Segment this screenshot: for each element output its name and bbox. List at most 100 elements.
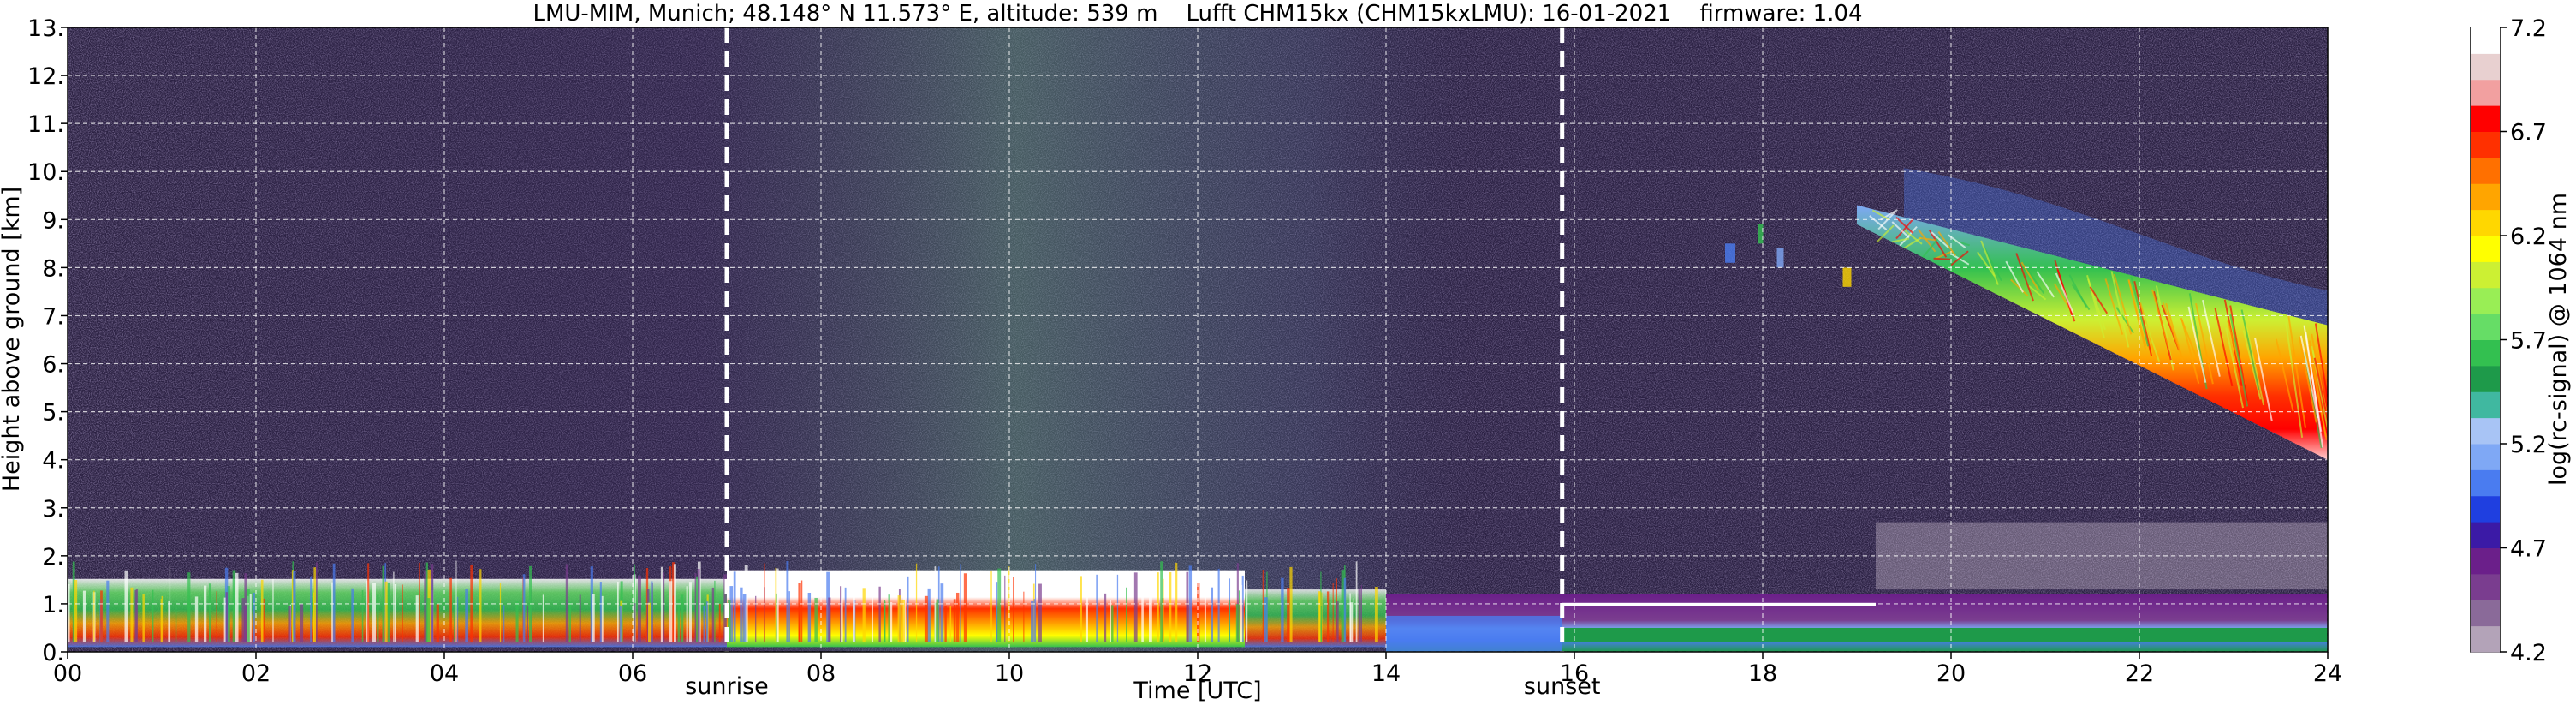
aerosol-streak [203, 585, 207, 642]
fallstreak [2165, 302, 2184, 361]
colorbar-cell [2471, 417, 2500, 445]
aerosol-streak [503, 605, 505, 642]
aerosol-streak [134, 589, 137, 642]
isolated-cirrus-patch [1725, 243, 1735, 263]
aerosol-streak [901, 599, 905, 642]
colorbar-cell [2471, 261, 2500, 289]
aerosol-streak [331, 582, 334, 642]
fallstreak [1892, 237, 1910, 243]
aerosol-streak [755, 595, 757, 642]
aerosol-streak [660, 566, 663, 642]
aerosol-streak [247, 589, 250, 642]
aerosol-streak [1341, 570, 1345, 642]
colorbar-cell [2471, 105, 2500, 132]
aerosol-streak [862, 588, 866, 642]
aerosol-streak [1236, 563, 1239, 642]
aerosol-streak [161, 595, 164, 642]
y-tick-label: 13. [27, 15, 64, 42]
chart-title: LMU-MIM, Munich; 48.148° N 11.573° E, al… [532, 1, 1862, 27]
aerosol-streak [680, 594, 684, 642]
aerosol-streak [1289, 566, 1293, 642]
aerosol-streak [263, 598, 265, 642]
aerosol-streak [568, 601, 572, 642]
aerosol-streak [1141, 578, 1144, 642]
y-tick-label: 1. [42, 592, 64, 618]
aerosol-streak [828, 597, 831, 642]
aerosol-streak [465, 589, 469, 642]
y-tick-label: 3. [42, 496, 64, 523]
aerosol-streak [840, 586, 842, 642]
aerosol-streak [1246, 580, 1248, 642]
colorbar-cell [2471, 391, 2500, 419]
aerosol-streak [235, 572, 239, 642]
aerosol-streak [1241, 575, 1244, 642]
fallstreak [2246, 327, 2265, 406]
aerosol-streak [733, 571, 736, 642]
aerosol-streak [697, 569, 700, 642]
aerosol-streak [955, 592, 960, 642]
colorbar-cell [2471, 27, 2500, 54]
aerosol-streak [382, 565, 384, 642]
aerosol-streak [669, 581, 673, 642]
y-tick-label: 11. [27, 111, 64, 138]
isolated-cirrus-patch [1776, 248, 1784, 268]
cirrus-halo [1904, 168, 2328, 326]
colorbar-cell [2471, 547, 2500, 575]
aerosol-streak [651, 581, 653, 642]
x-tick-label: 00 [53, 660, 82, 687]
fallstreak [2202, 299, 2221, 377]
fallstreak [1877, 211, 1896, 230]
aerosol-streak [996, 582, 998, 642]
aerosol-streak [565, 564, 569, 642]
aerosol-streak [1326, 591, 1330, 642]
aerosol-streak [776, 568, 779, 642]
fallstreak [2151, 289, 2170, 350]
aerosol-streak [1336, 601, 1339, 642]
fallstreak [1977, 251, 1996, 277]
aerosol-streak [1149, 594, 1152, 642]
aerosol-streak [599, 582, 602, 642]
fallstreak [1922, 236, 1941, 259]
aerosol-streak [187, 572, 191, 642]
aerosol-streak [1343, 577, 1347, 642]
aerosol-streak [130, 587, 134, 642]
aerosol-streak [74, 579, 78, 642]
fallstreak [2305, 332, 2324, 448]
aerosol-streak [677, 599, 681, 642]
sunrise-label: sunrise [685, 673, 769, 700]
x-tick-label: 12 [1183, 660, 1212, 687]
colorbar-tick-label: 6.2 [2510, 224, 2547, 250]
aerosol-streak [260, 579, 264, 642]
colorbar-cell [2471, 157, 2500, 184]
aerosol-streak [1238, 590, 1240, 642]
aerosol-streak [499, 583, 502, 642]
y-tick-label: 10. [27, 159, 64, 186]
aerosol-streak [694, 573, 697, 642]
fallstreak [2010, 278, 2029, 296]
aerosol-streak [1360, 585, 1362, 642]
aerosol-streak [1318, 591, 1321, 642]
aerosol-streak [135, 589, 139, 642]
aerosol-streak [384, 581, 388, 642]
aerosol-streak [436, 604, 439, 642]
aerosol-streak [1104, 593, 1107, 642]
colorbar-cell [2471, 444, 2500, 470]
fallstreak [1895, 217, 1914, 234]
aerosol-streak [714, 580, 716, 642]
aerosol-streak [907, 576, 909, 642]
aerosol-streak [124, 570, 128, 642]
aerosol-streak [619, 606, 622, 642]
aerosol-streak [457, 596, 459, 642]
aerosol-streak [711, 587, 715, 642]
aerosol-streak [1211, 587, 1214, 642]
colorbar-cell [2471, 287, 2500, 314]
aerosol-streak [1332, 583, 1334, 642]
aerosol-streak [775, 567, 777, 642]
x-tick-label: 06 [618, 660, 647, 687]
aerosol-streak [853, 574, 855, 642]
aerosol-streak [194, 596, 199, 642]
aerosol-streak [272, 578, 274, 642]
fallstreak [1903, 236, 1922, 249]
aerosol-streak [542, 594, 544, 642]
y-axis-label: Height above ground [km] [0, 187, 25, 492]
